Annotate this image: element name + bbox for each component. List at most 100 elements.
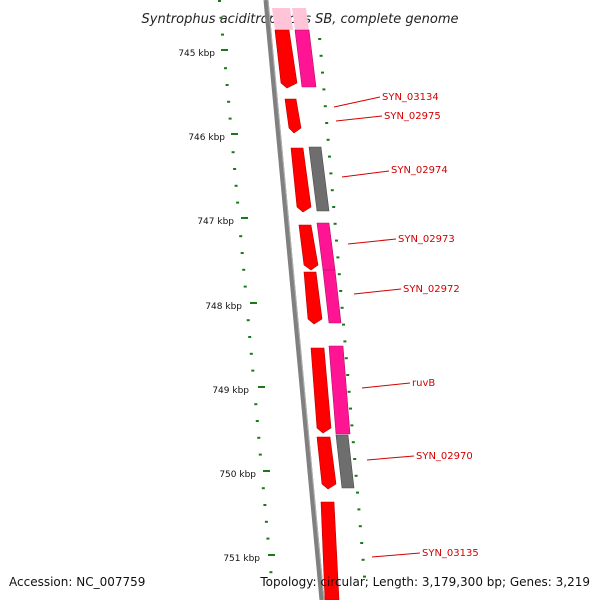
inner-minor-tick-28 [357, 508, 361, 511]
gene-arrow-syn-02972[interactable] [303, 271, 323, 325]
accession-text: Accession: NC_007759 [9, 575, 146, 589]
scale-label-751: 751 kbp [223, 554, 260, 564]
inner-minor-tick-4 [323, 105, 327, 108]
scale-tick-750: 750 kbp [219, 470, 270, 480]
outer-minor-tick-6 [227, 100, 231, 103]
inner-minor-tick-12 [335, 239, 338, 242]
outer-minor-tick-5 [225, 84, 229, 86]
scale-label-750: 750 kbp [219, 470, 256, 480]
outer-minor-tick-25 [255, 420, 259, 422]
genome-backbone-highlight [267, 0, 325, 600]
inner-minor-tick-5 [325, 122, 329, 124]
inner-minor-tick-30 [360, 542, 364, 544]
outer-minor-tick-32 [266, 537, 270, 540]
gene-label-syn-02970[interactable]: SYN_02970 [416, 451, 473, 462]
outer-minor-ticks [218, 0, 273, 574]
cds-box-pink-syn-02972[interactable] [322, 269, 342, 324]
gene-label-syn-02975[interactable]: SYN_02975 [384, 111, 441, 122]
leader-line-syn-03134 [333, 96, 381, 108]
genome-backbone [263, 0, 325, 600]
gene-arrow-top-partial[interactable] [272, 8, 293, 30]
outer-minor-tick-4 [224, 67, 227, 70]
outer-minor-tick-11 [234, 184, 238, 187]
inner-minor-tick-13 [336, 256, 340, 259]
gene-label-syn-03134[interactable]: SYN_03134 [382, 92, 439, 103]
scale-tick-749: 749 kbp [212, 386, 265, 396]
leader-line-syn-02973 [347, 238, 397, 245]
inner-minor-tick-19 [344, 357, 348, 360]
gene-label-syn-03135[interactable]: SYN_03135 [422, 548, 479, 559]
gene-arrow-syn-02973[interactable] [298, 224, 319, 271]
cds-pink-top-partial[interactable] [292, 8, 309, 30]
outer-minor-tick-26 [257, 436, 261, 439]
gene-arrow-syn-02974[interactable] [290, 147, 312, 213]
gene-arrow-syn-03135[interactable] [320, 501, 340, 600]
scale-tick-746: 746 kbp [188, 133, 238, 143]
inner-minor-tick-2 [321, 71, 324, 74]
inner-minor-tick-26 [354, 474, 358, 477]
scale-tick-745: 745 kbp [178, 49, 228, 59]
scale-label-746: 746 kbp [188, 133, 225, 143]
gene-label-syn-02972[interactable]: SYN_02972 [403, 284, 460, 295]
gene-arrow-syn-02970[interactable] [316, 436, 337, 490]
genome-summary-text: Topology: circular; Length: 3,179,300 bp… [260, 575, 590, 589]
inner-minor-tick-21 [347, 390, 351, 393]
inner-minor-tick-0 [318, 38, 322, 40]
inner-minor-tick-25 [353, 458, 357, 460]
inner-minor-tick-15 [339, 290, 343, 292]
outer-minor-tick-21 [249, 352, 253, 355]
leader-line-syn-02974 [341, 170, 390, 178]
outer-minor-tick-30 [263, 504, 267, 506]
scale-label-745: 745 kbp [178, 49, 215, 59]
cds-box-grey-syn-02970[interactable] [335, 434, 355, 489]
inner-minor-tick-6 [326, 138, 330, 141]
inner-minor-tick-10 [332, 206, 336, 208]
cds-box-pink-syn-02973[interactable] [316, 222, 336, 271]
outer-minor-tick-2 [221, 33, 224, 36]
inner-minor-tick-20 [346, 374, 350, 376]
inner-minor-tick-17 [342, 323, 345, 326]
outer-minor-tick-22 [251, 369, 255, 372]
inner-minor-tick-7 [328, 155, 331, 158]
gene-arrow-ruvb[interactable] [310, 347, 332, 434]
outer-minor-tick-34 [269, 571, 273, 574]
outer-minor-tick-15 [240, 252, 244, 254]
inner-minor-tick-8 [329, 172, 333, 175]
outer-minor-tick-14 [239, 235, 243, 238]
gene-label-ruvb[interactable]: ruvB [412, 378, 435, 389]
inner-minor-tick-24 [351, 441, 355, 444]
outer-minor-tick-1 [219, 16, 223, 19]
inner-minor-ticks [318, 38, 366, 578]
leader-line-ruvb [361, 382, 411, 389]
scale-label-749: 749 kbp [212, 386, 249, 396]
outer-minor-tick-10 [233, 168, 237, 170]
gene-arrow-syn-03134[interactable] [284, 98, 302, 134]
gene-label-syn-02973[interactable]: SYN_02973 [398, 234, 455, 245]
outer-minor-tick-20 [248, 336, 252, 338]
leader-line-syn-02975 [335, 115, 383, 122]
inner-minor-tick-16 [340, 306, 344, 309]
cds-box-pink-ruvb[interactable] [328, 345, 351, 435]
scale-label-748: 748 kbp [205, 302, 242, 312]
inner-minor-tick-29 [358, 525, 362, 528]
scale-tick-747: 747 kbp [197, 217, 248, 227]
outer-minor-tick-17 [243, 285, 247, 288]
outer-minor-tick-24 [254, 403, 258, 406]
outer-minor-tick-29 [261, 487, 265, 490]
scale-label-747: 747 kbp [197, 217, 234, 227]
inner-minor-tick-27 [356, 491, 359, 494]
outer-minor-tick-27 [258, 453, 262, 456]
outer-minor-tick-7 [228, 117, 232, 120]
inner-minor-tick-3 [322, 88, 326, 91]
outer-minor-tick-12 [236, 201, 240, 204]
inner-minor-tick-31 [361, 558, 365, 561]
inner-minor-tick-22 [349, 407, 352, 410]
inner-minor-tick-11 [333, 222, 337, 225]
cds-box-pink-1[interactable] [294, 29, 317, 88]
gene-label-syn-02974[interactable]: SYN_02974 [391, 165, 448, 176]
outer-minor-tick-9 [231, 151, 235, 154]
gene-arrow-1[interactable] [274, 29, 298, 89]
outer-minor-tick-31 [264, 520, 268, 523]
inner-minor-tick-1 [319, 54, 323, 57]
cds-box-grey-syn-02974[interactable] [308, 146, 330, 212]
